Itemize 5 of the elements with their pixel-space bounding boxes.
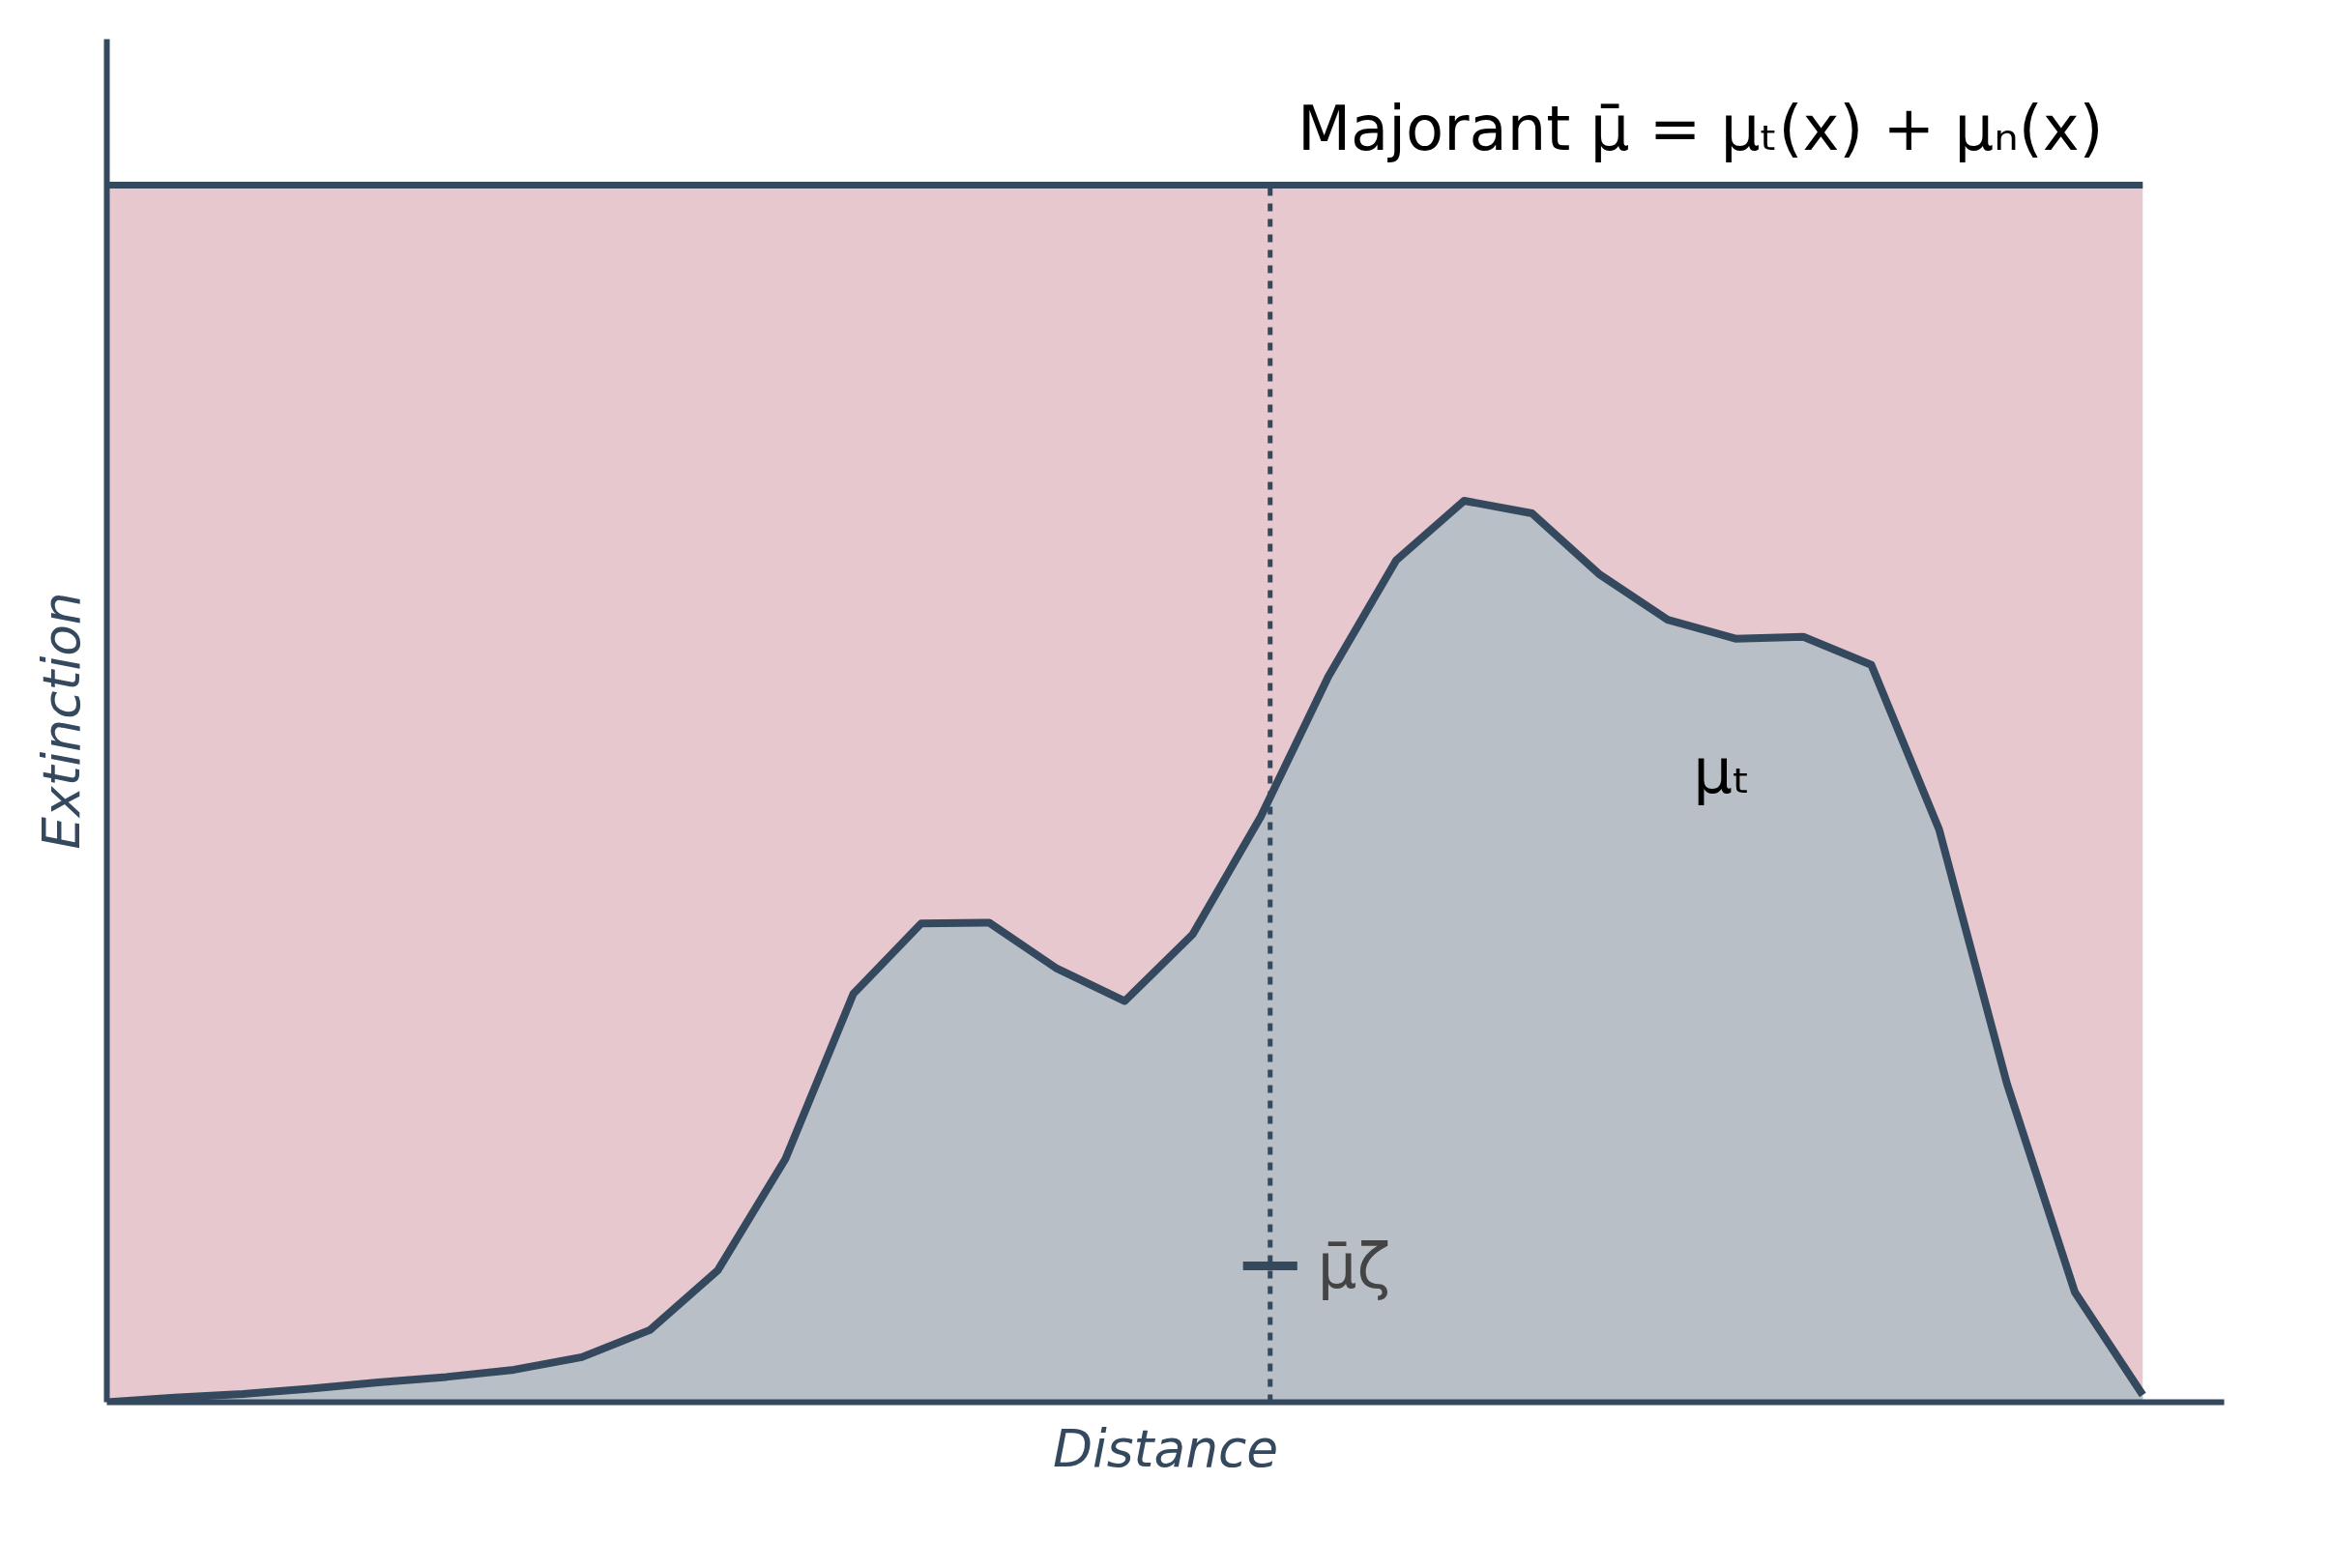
y-axis-title: Extinction bbox=[30, 592, 92, 850]
ref-line-label: Majorant μ̄ = μₜ(x) + μₙ(x) bbox=[1297, 93, 2104, 165]
x-axis-title: Distance bbox=[1052, 1417, 1279, 1479]
series-label: μₜ bbox=[1693, 736, 1751, 808]
annotation: μ̄ζ bbox=[1317, 1230, 1391, 1302]
